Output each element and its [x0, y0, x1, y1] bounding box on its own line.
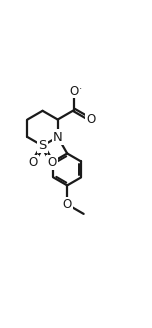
Text: N: N — [53, 131, 63, 144]
Text: O: O — [86, 113, 95, 126]
Text: S: S — [38, 139, 47, 152]
Text: O: O — [69, 85, 79, 97]
Text: O: O — [47, 156, 57, 169]
Text: O: O — [28, 156, 38, 169]
Text: O: O — [63, 198, 72, 211]
